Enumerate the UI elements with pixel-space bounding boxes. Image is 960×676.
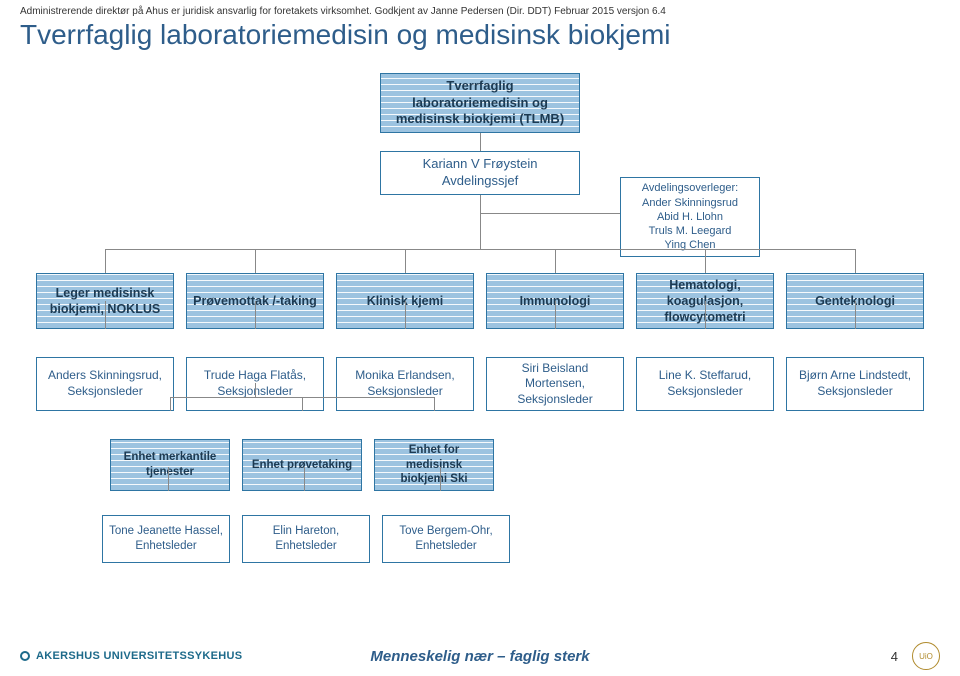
row3-box: Enhet for medisinsk biokjemi Ski (374, 439, 494, 491)
slide: Administrerende direktør på Ahus er juri… (0, 0, 960, 676)
row2-box: Line K. Steffarud, Seksjonsleder (636, 357, 774, 411)
row3-box: Enhet prøvetaking (242, 439, 362, 491)
slide-footer: AKERSHUS UNIVERSITETSSYKEHUS Menneskelig… (0, 642, 960, 670)
page-title: Tverrfaglig laboratoriemedisin og medisi… (20, 19, 940, 51)
footer-brand: AKERSHUS UNIVERSITETSSYKEHUS (20, 650, 242, 662)
page-number: 4 (891, 649, 898, 664)
org-row-section-leaders: Anders Skinningsrud, SeksjonslederTrude … (20, 357, 940, 411)
connector (480, 195, 481, 235)
brand-text: AKERSHUS UNIVERSITETSSYKEHUS (36, 650, 242, 662)
row2-box: Siri Beisland Mortensen, Seksjonsleder (486, 357, 624, 411)
org-row-units: Enhet merkantile tjenesterEnhet prøvetak… (110, 439, 940, 491)
row2-box: Anders Skinningsrud, Seksjonsleder (36, 357, 174, 411)
org-row-sections: Leger medisinsk biokjemi, NOKLUSPrøvemot… (20, 273, 940, 329)
connector (480, 133, 481, 151)
row4-box: Tove Bergem-Ohr, Enhetsleder (382, 515, 510, 563)
row2-box: Bjørn Arne Lindstedt, Seksjonsleder (786, 357, 924, 411)
row4-box: Elin Hareton, Enhetsleder (242, 515, 370, 563)
row3-box: Enhet merkantile tjenester (110, 439, 230, 491)
row4-box: Tone Jeanette Hassel, Enhetsleder (102, 515, 230, 563)
org-chief-box: Kariann V Frøystein Avdelingssjef (380, 151, 580, 195)
logo-icon (20, 651, 30, 661)
header-note: Administrerende direktør på Ahus er juri… (20, 6, 940, 17)
connector (480, 213, 620, 214)
org-side-box: Avdelingsoverleger: Ander Skinningsrud A… (620, 177, 760, 257)
row2-box: Monika Erlandsen, Seksjonsleder (336, 357, 474, 411)
org-chart: Tverrfaglig laboratoriemedisin og medisi… (20, 73, 940, 563)
org-dept-box: Tverrfaglig laboratoriemedisin og medisi… (380, 73, 580, 133)
org-row-unit-leaders: Tone Jeanette Hassel, EnhetslederElin Ha… (102, 515, 940, 563)
seal-icon: UiO (912, 642, 940, 670)
footer-slogan: Menneskelig nær – faglig sterk (370, 648, 589, 665)
footer-page: 4 UiO (891, 642, 940, 670)
